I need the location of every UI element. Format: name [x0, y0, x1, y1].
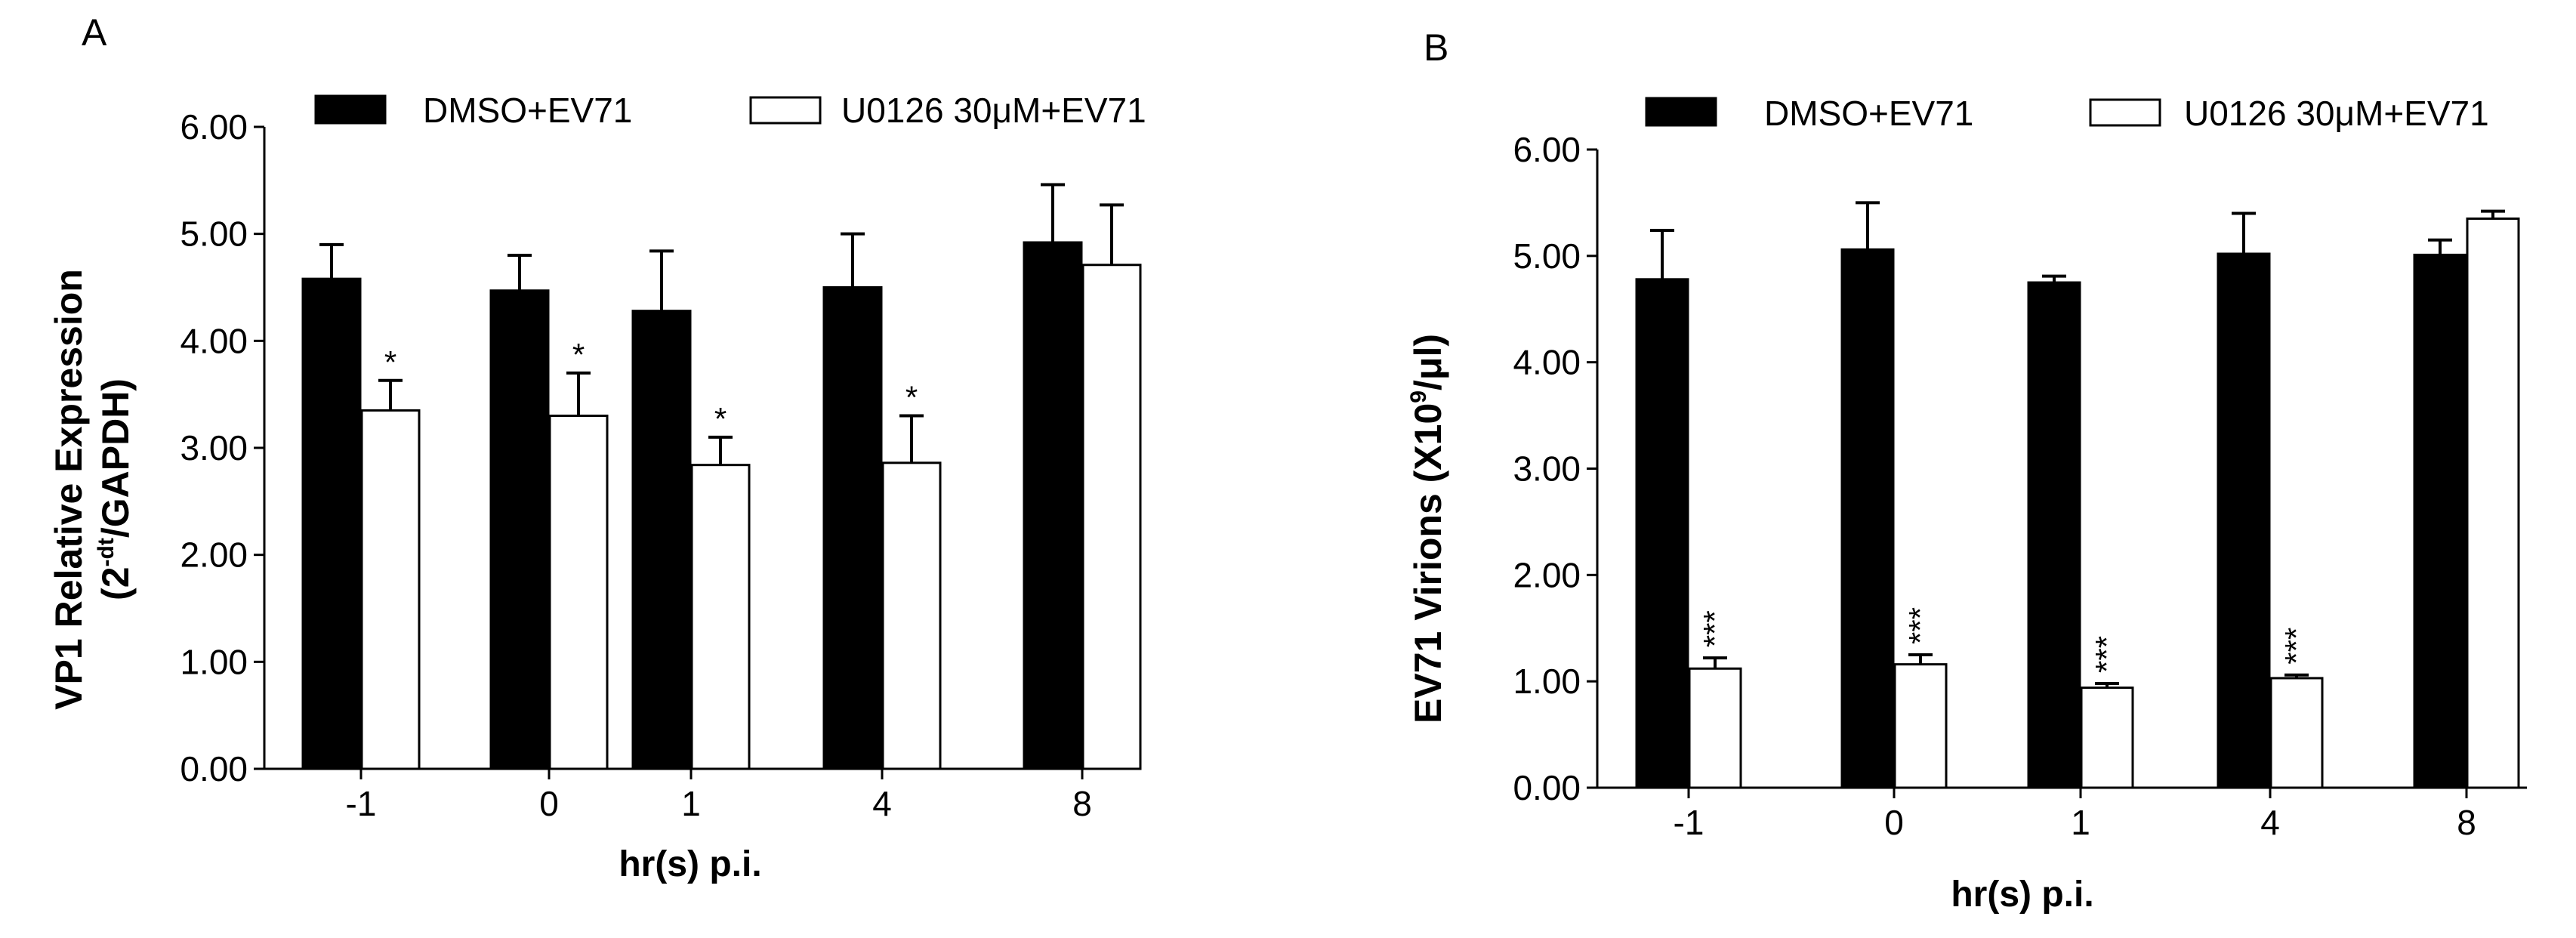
y-tick-label: 4.00: [1513, 343, 1581, 382]
y-axis-title-line1: VP1 Relative Expression: [48, 269, 90, 710]
panel-b-label: B: [1424, 26, 1448, 69]
legend-label-u0126: U0126 30μM+EV71: [2184, 94, 2489, 133]
significance-marker: ***: [2089, 636, 2124, 673]
panel-a: A DMSO+EV71 U0126 30μM+EV71 VP1 Relative…: [48, 11, 1146, 884]
legend-swatch-dmso: [1645, 97, 1717, 127]
significance-marker: *: [905, 380, 918, 415]
significance-marker: ***: [1697, 610, 1732, 647]
panel-a-label: A: [82, 11, 107, 54]
significance-marker: *: [714, 401, 727, 437]
panel-b-legend: DMSO+EV71 U0126 30μM+EV71: [1645, 94, 2489, 133]
x-category-label: 4: [2260, 803, 2280, 842]
bar-dmso: [1840, 248, 1895, 789]
panel-b-x-axis-title: hr(s) p.i.: [1951, 875, 2093, 915]
legend-swatch-dmso: [314, 94, 387, 125]
panel-b-y-axis-title: EV71 Virions (X109/μl): [1406, 334, 1449, 724]
bar-u0126: [2080, 687, 2134, 789]
significance-marker: *: [384, 344, 396, 380]
x-category-label: 0: [539, 784, 559, 823]
x-category-label: 1: [681, 784, 701, 823]
y-tick-label: 3.00: [1513, 449, 1581, 489]
legend-label-u0126: U0126 30μM+EV71: [841, 91, 1146, 130]
y-tick-label: 0.00: [1513, 768, 1581, 807]
legend-swatch-u0126: [2089, 98, 2161, 127]
y-tick-label: 2.00: [180, 535, 248, 575]
y-axis-title: EV71 Virions (X109/μl): [1406, 334, 1449, 724]
bar-dmso: [301, 277, 362, 770]
panel-b: B DMSO+EV71 U0126 30μM+EV71 EV71 Virions…: [1406, 26, 2527, 915]
x-category-label: -1: [1674, 803, 1704, 842]
bar-u0126: [690, 464, 751, 770]
y-axis-title-line2: (2-dt/GAPDH): [94, 378, 137, 600]
y-tick-label: 3.00: [180, 428, 248, 467]
bar-dmso: [489, 289, 550, 770]
y-tick-label: 1.00: [180, 642, 248, 681]
x-category-label: 4: [872, 784, 892, 823]
x-category-label: 8: [1072, 784, 1092, 823]
x-category-label: 0: [1884, 803, 1904, 842]
bar-u0126: [1893, 663, 1948, 789]
bar-dmso: [2027, 281, 2081, 789]
y-tick-label: 0.00: [180, 749, 248, 788]
x-category-label: -1: [346, 784, 377, 823]
x-category-label: 1: [2071, 803, 2090, 842]
panel-b-axes: 0.00 1.00 2.00 3.00 4.00 5.00 6.00 -1 0 1 4 8: [1513, 130, 2527, 842]
legend-label-dmso: DMSO+EV71: [423, 91, 632, 130]
bar-u0126: [548, 415, 609, 770]
legend-swatch-u0126: [749, 96, 822, 125]
legend-label-dmso: DMSO+EV71: [1764, 94, 1973, 133]
x-category-label: 8: [2457, 803, 2476, 842]
y-tick-label: 2.00: [1513, 555, 1581, 594]
bar-dmso: [1635, 278, 1689, 789]
bar-dmso: [2217, 252, 2271, 789]
bar-u0126: [1081, 264, 1142, 770]
y-tick-label: 5.00: [1513, 236, 1581, 276]
significance-marker: *: [572, 337, 585, 372]
y-tick-label: 4.00: [180, 321, 248, 360]
bar-u0126: [2269, 677, 2324, 789]
y-tick-label: 1.00: [1513, 662, 1581, 701]
bar-dmso: [822, 286, 883, 770]
panel-a-y-axis-title: VP1 Relative Expression (2-dt/GAPDH): [48, 269, 137, 710]
panel-a-legend: DMSO+EV71 U0126 30μM+EV71: [314, 91, 1146, 130]
bar-dmso: [1023, 241, 1083, 770]
panel-b-bars: *** *** *** ***: [1635, 201, 2520, 789]
bar-u0126: [2466, 218, 2520, 789]
bar-u0126: [1688, 667, 1742, 789]
y-tick-label: 6.00: [1513, 130, 1581, 169]
y-tick-label: 6.00: [180, 107, 248, 147]
y-tick-label: 5.00: [180, 214, 248, 254]
bar-u0126: [881, 461, 942, 770]
significance-marker: ***: [2278, 628, 2314, 665]
bar-u0126: [360, 409, 421, 770]
bar-dmso: [631, 310, 692, 770]
significance-marker: ***: [1902, 607, 1938, 644]
panel-a-x-axis-title: hr(s) p.i.: [619, 844, 761, 884]
panel-a-axes: 0.00 1.00 2.00 3.00 4.00 5.00 6.00 -1 0 1 4 8: [180, 107, 1110, 823]
panel-a-bars: * * * *: [301, 183, 1142, 770]
bar-dmso: [2413, 253, 2467, 789]
